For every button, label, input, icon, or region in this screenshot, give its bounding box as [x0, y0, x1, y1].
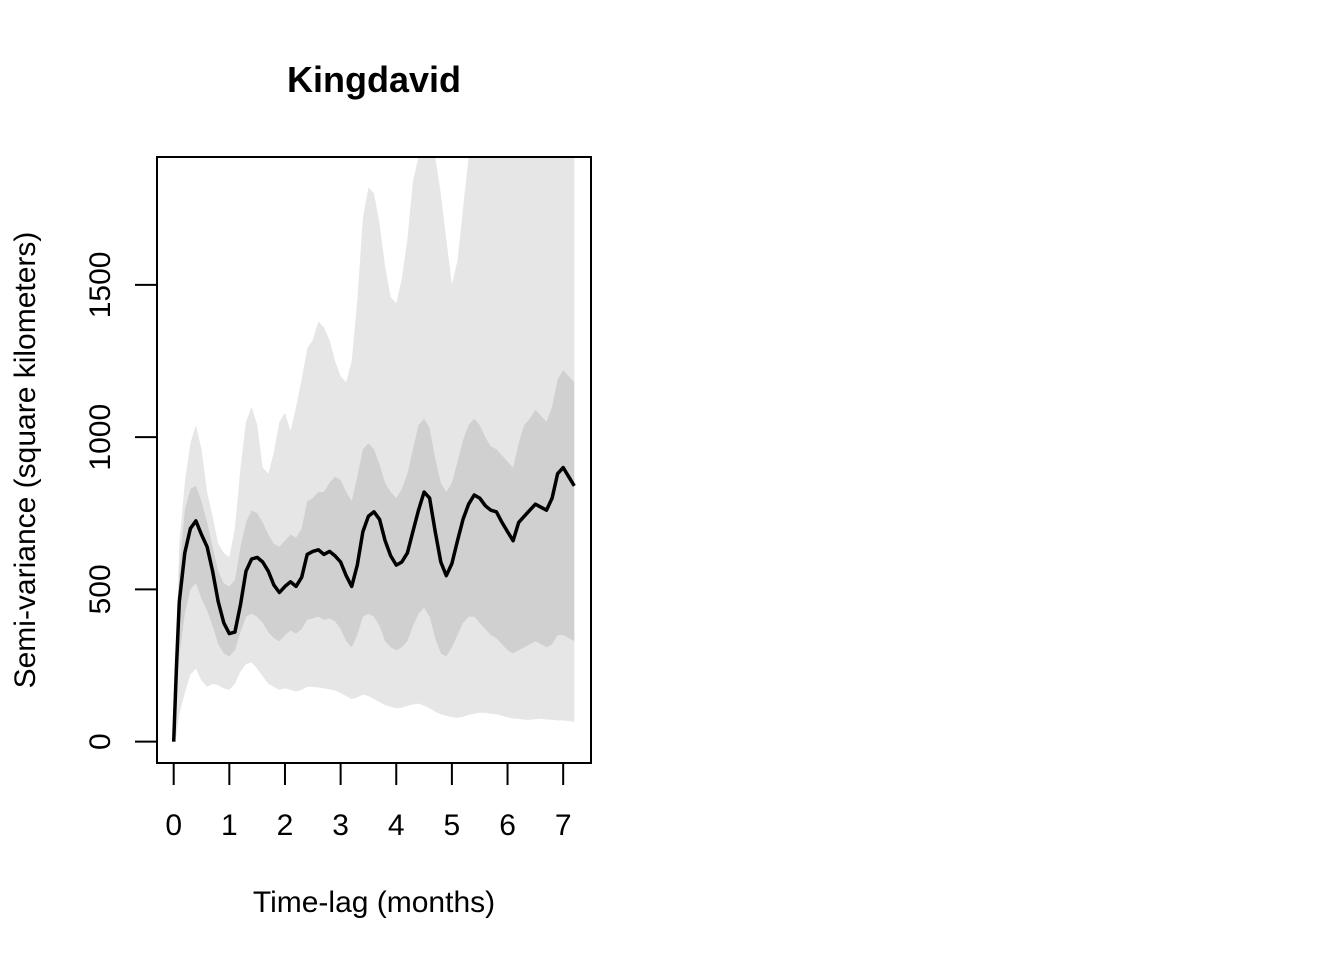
x-tick-label: 0: [165, 809, 182, 842]
plot-area: [156, 156, 592, 764]
x-tick-label: 3: [332, 809, 349, 842]
y-axis: 0 500 1000 1500: [84, 252, 158, 750]
x-tick-label: 2: [277, 809, 294, 842]
y-tick-label: 500: [84, 564, 117, 614]
x-axis-label: Time-lag (months): [253, 886, 495, 919]
x-tick-label: 4: [388, 809, 405, 842]
x-tick-label: 5: [444, 809, 461, 842]
x-tick-label: 6: [499, 809, 516, 842]
confidence-band-50: [173, 370, 575, 742]
y-axis-label: Semi-variance (square kilometers): [9, 232, 42, 689]
x-tick-label: 7: [555, 809, 572, 842]
x-tick-label: 1: [221, 809, 238, 842]
chart-title: Kingdavid: [287, 59, 461, 100]
x-axis: 0 1 2 3 4 5 6 7: [165, 762, 572, 842]
semivariance-line: [171, 465, 576, 742]
y-tick-label: 0: [84, 733, 117, 750]
y-tick-label: 1000: [84, 404, 117, 471]
y-tick-label: 1500: [84, 252, 117, 319]
